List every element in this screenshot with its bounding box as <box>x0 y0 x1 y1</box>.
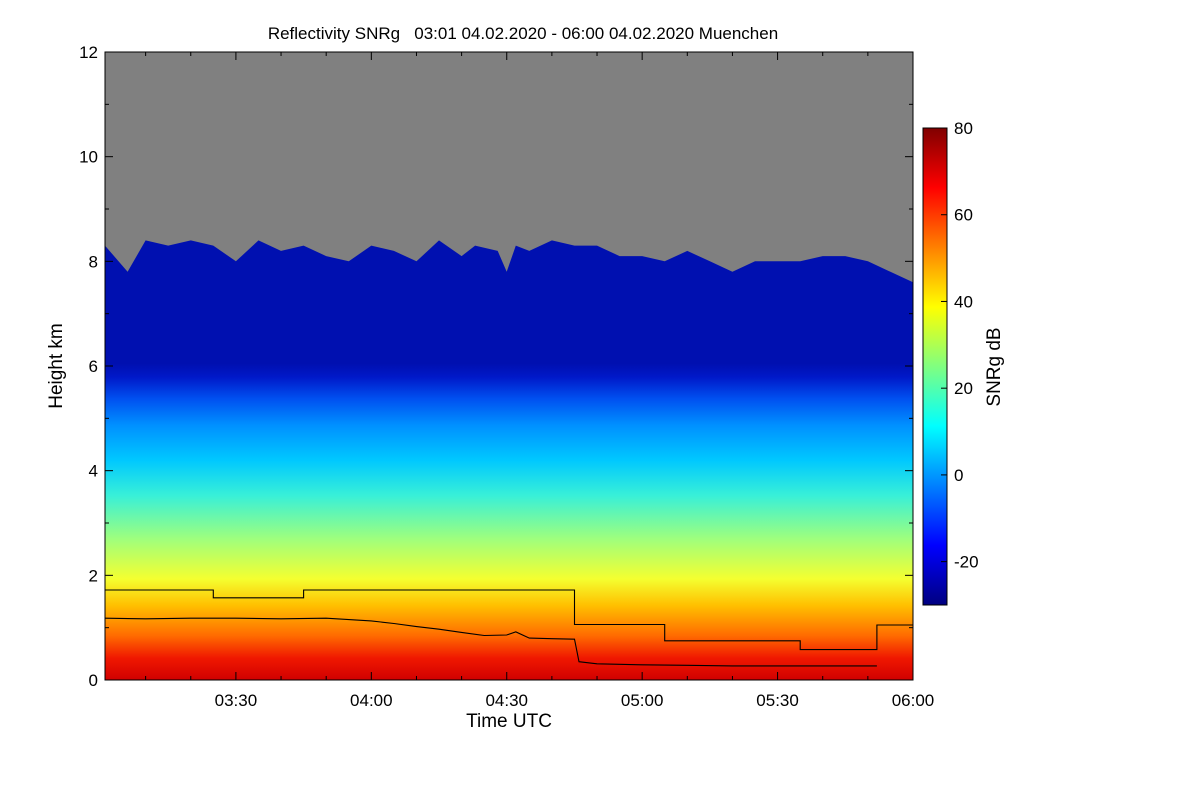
colorbar: -20 0 20 40 60 80 SNRg dB <box>922 119 1005 606</box>
series-line-1 <box>105 589 913 651</box>
plot-area <box>105 52 913 680</box>
y-tick-label: 8 <box>89 252 98 271</box>
colorbar-tick-label: 80 <box>954 119 973 138</box>
x-tick-label: 03:30 <box>215 691 258 710</box>
x-tick-label: 05:00 <box>621 691 664 710</box>
x-tick-label: 04:00 <box>350 691 393 710</box>
colorbar-tick-label: 40 <box>954 292 973 311</box>
y-tick-label: 4 <box>89 462 98 481</box>
x-tick-label: 04:30 <box>485 691 528 710</box>
colorbar-tick-label: 0 <box>954 466 963 485</box>
x-axis: 03:30 04:00 04:30 05:00 05:30 06:00 <box>145 52 935 710</box>
colorbar-tick-label: -20 <box>954 553 979 572</box>
colorbar-label: SNRg dB <box>984 327 1005 406</box>
y-axis-label: Height km <box>46 323 67 409</box>
chart-title: Reflectivity SNRg 03:01 04.02.2020 - 06:… <box>268 24 778 43</box>
colorbar-gradient <box>922 127 948 606</box>
y-tick-label: 6 <box>89 357 98 376</box>
y-tick-label: 12 <box>79 43 98 62</box>
y-tick-label: 10 <box>79 148 98 167</box>
series-line-2 <box>105 617 877 667</box>
y-tick-label: 0 <box>89 671 98 690</box>
colorbar-tick-label: 20 <box>954 379 973 398</box>
x-tick-label: 06:00 <box>892 691 935 710</box>
x-axis-label: Time UTC <box>466 711 552 732</box>
y-tick-label: 2 <box>89 566 98 585</box>
colorbar-tick-label: 60 <box>954 206 973 225</box>
y-axis: 0 2 4 6 8 10 12 <box>79 43 913 690</box>
reflectivity-field <box>105 240 913 680</box>
x-tick-label: 05:30 <box>756 691 799 710</box>
